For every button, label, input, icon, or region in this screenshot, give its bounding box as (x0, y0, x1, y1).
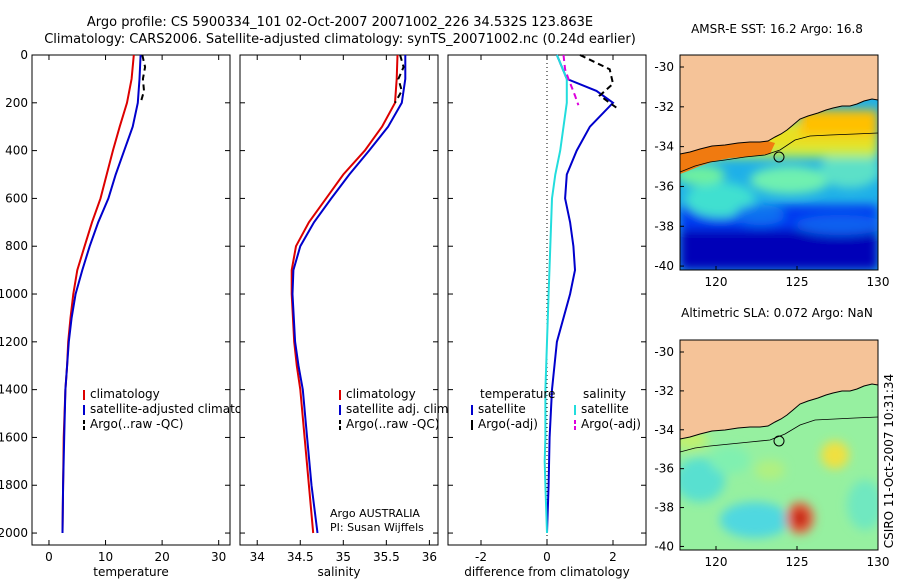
series-line (291, 55, 407, 534)
map-y-tick-label: -34 (654, 423, 674, 437)
legend-label: satellite adj. clim. (346, 402, 452, 416)
map-y-tick-label: -32 (654, 100, 674, 114)
panel-annotation: Argo AUSTRALIA (330, 507, 420, 520)
series-line (394, 54, 405, 104)
sst-coastline (680, 98, 878, 155)
x-tick-label: 36 (422, 550, 437, 564)
sst-argo-marker (773, 151, 785, 163)
map-y-tick-label: -36 (654, 462, 674, 476)
sla-contour (680, 416, 878, 453)
legend-label: Argo(..raw -QC) (346, 417, 439, 431)
sst-land (680, 55, 878, 154)
y-tick-label: 0 (20, 48, 28, 62)
sla-land (680, 340, 878, 439)
x-tick-label: 0 (45, 550, 53, 564)
plot-frame (239, 54, 439, 546)
series-line (579, 54, 617, 109)
sst-contour (680, 132, 878, 173)
sst-map: AMSR-E SST: 16.2 Argo: 16.8 (654, 22, 889, 289)
x-tick-label: 35.5 (373, 550, 400, 564)
figure-title-line2: Climatology: CARS2006. Satellite-adjuste… (44, 32, 636, 47)
legend-label: Argo(-adj) (581, 417, 641, 431)
y-tick-label: 2000 (0, 526, 28, 540)
map-x-tick-label: 120 (705, 275, 728, 289)
salinity-panel: 34 34.5 35 35.5 36 salinity climatologysatelli… (239, 54, 452, 579)
y-tick-label: 200 (5, 96, 28, 110)
timestamp-stamp: CSIRO 11-Oct-2007 10:31:34 (882, 374, 896, 548)
y-tick-label: 1400 (0, 383, 28, 397)
legend-label: satellite (478, 402, 526, 416)
map-y-tick-label: -30 (654, 345, 674, 359)
x-tick-label: 0 (543, 550, 551, 564)
series-line (546, 54, 615, 534)
map-y-tick-label: -40 (654, 259, 674, 273)
y-tick-label: 1000 (0, 287, 28, 301)
map-x-tick-label: 125 (786, 555, 809, 569)
sla-map-title: Altimetric SLA: 0.072 Argo: NaN (681, 306, 873, 320)
x-axis-label: temperature (93, 565, 168, 579)
map-y-tick-label: -40 (654, 539, 674, 553)
y-tick-label: 1800 (0, 478, 28, 492)
map-y-tick-label: -38 (654, 219, 674, 233)
temperature-panel: 0 10 20 30 temperature 0 200 400 600 800 1000 1200 1… (0, 48, 268, 579)
x-tick-label: 34.5 (287, 550, 314, 564)
y-tick-label: 600 (5, 191, 28, 205)
legend-label: salinity (583, 387, 626, 401)
map-x-tick-label: 125 (786, 275, 809, 289)
y-tick-label: 1200 (0, 335, 28, 349)
x-tick-label: 34 (250, 550, 265, 564)
map-x-tick-label: 120 (705, 555, 728, 569)
legend-label: Argo(..raw -QC) (90, 417, 183, 431)
x-axis-label: difference from climatology (464, 565, 630, 579)
sla-map: Altimetric SLA: 0.072 Argo: NaN 120 125 13… (654, 306, 889, 569)
sla-coastline (680, 383, 878, 440)
map-y-tick-label: -38 (654, 501, 674, 515)
legend-label: Argo(-adj) (478, 417, 538, 431)
series-line (543, 54, 568, 534)
legend-label: temperature (480, 387, 555, 401)
map-y-tick-label: -36 (654, 179, 674, 193)
map-x-tick-label: 130 (867, 275, 890, 289)
legend-label: climatology (90, 387, 160, 401)
sla-argo-marker (773, 435, 785, 447)
y-tick-label: 400 (5, 144, 28, 158)
x-tick-label: 35 (336, 550, 351, 564)
map-y-tick-label: -34 (654, 140, 674, 154)
series-line (562, 54, 580, 106)
sla-map-frame (679, 339, 879, 551)
map-y-tick-label: -32 (654, 384, 674, 398)
x-axis-label: salinity (317, 565, 360, 579)
x-tick-label: 2 (609, 550, 617, 564)
x-tick-label: 10 (98, 550, 113, 564)
y-tick-label: 800 (5, 239, 28, 253)
legend-label: satellite (581, 402, 629, 416)
series-line (290, 54, 399, 534)
sst-coastal-band (680, 141, 775, 174)
x-tick-label: 30 (211, 550, 226, 564)
plot-frame (31, 54, 231, 546)
figure-title-line1: Argo profile: CS 5900334_101 02-Oct-2007… (87, 15, 593, 30)
sst-map-frame (679, 54, 879, 271)
legend-label: satellite-adjusted climatology (90, 402, 268, 416)
sst-map-title: AMSR-E SST: 16.2 Argo: 16.8 (691, 22, 863, 36)
x-tick-label: -2 (475, 550, 487, 564)
x-tick-label: 20 (154, 550, 169, 564)
series-line (139, 54, 147, 104)
panel-annotation: PI: Susan Wijffels (330, 521, 424, 534)
series-line (61, 54, 142, 534)
map-y-tick-label: -30 (654, 60, 674, 74)
legend-label: climatology (346, 387, 416, 401)
map-x-tick-label: 130 (867, 555, 890, 569)
y-tick-label: 1600 (0, 430, 28, 444)
